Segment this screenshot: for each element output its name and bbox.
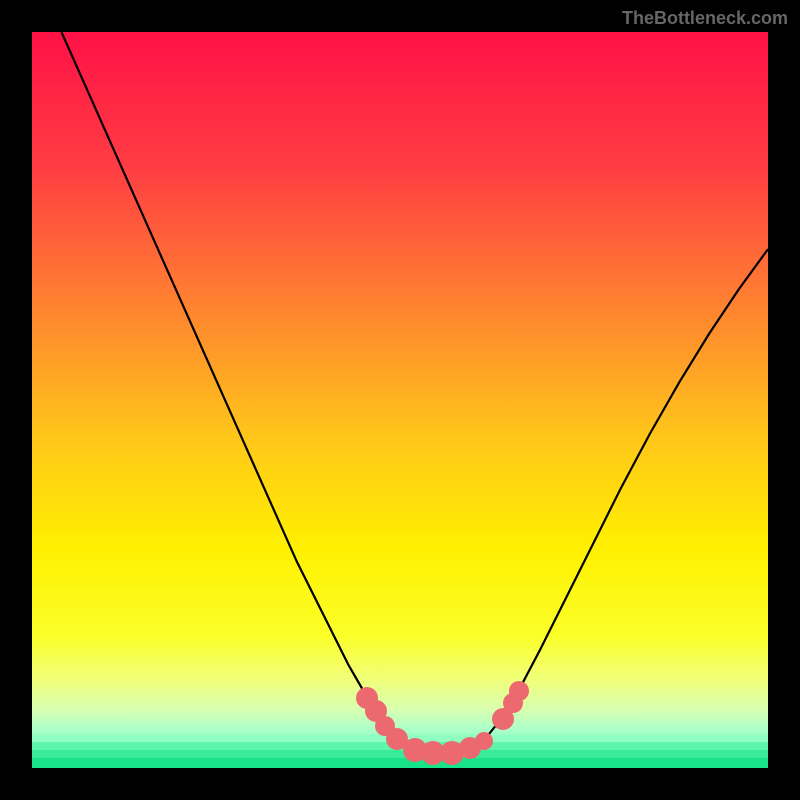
v-curve xyxy=(61,32,768,753)
plot-area xyxy=(32,32,768,768)
curve-marker xyxy=(509,681,529,701)
curve-marker xyxy=(475,732,493,750)
v-curve-layer xyxy=(32,32,768,768)
watermark-text: TheBottleneck.com xyxy=(622,8,788,29)
